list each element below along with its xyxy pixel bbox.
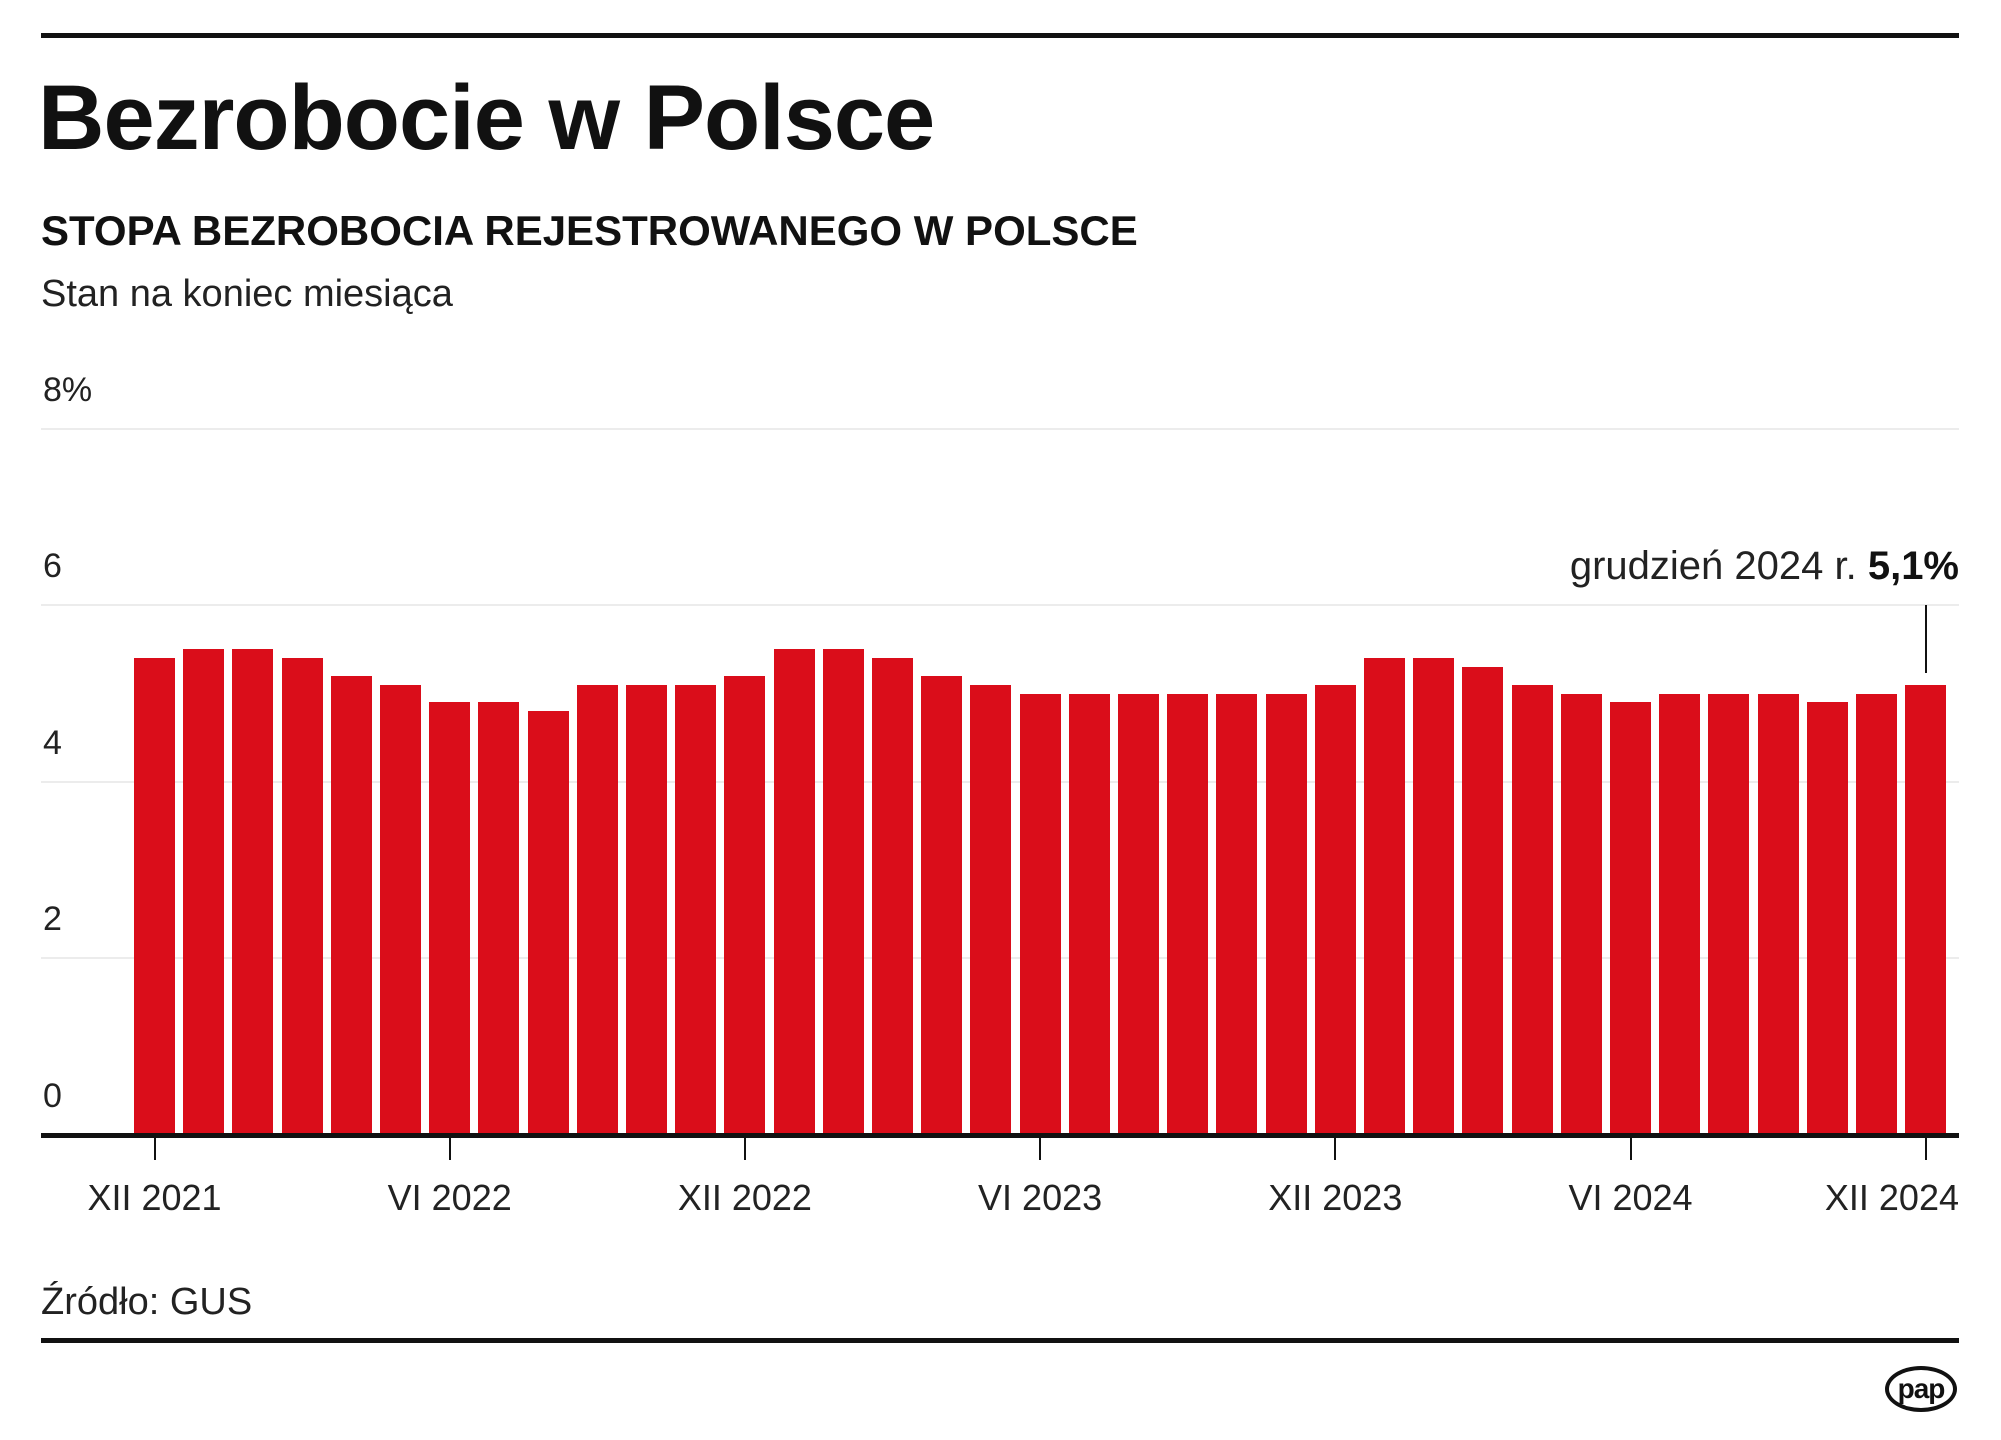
bar bbox=[527, 711, 569, 1135]
bar bbox=[675, 684, 717, 1135]
bar bbox=[576, 684, 618, 1135]
bar bbox=[330, 675, 372, 1135]
bar bbox=[380, 684, 421, 1135]
bar bbox=[1806, 702, 1848, 1135]
bar bbox=[1757, 693, 1799, 1135]
bar bbox=[1905, 684, 1947, 1135]
x-axis-label: XII 2021 bbox=[87, 1177, 222, 1218]
bar bbox=[724, 675, 766, 1135]
bar bbox=[1167, 693, 1209, 1135]
bar bbox=[1708, 693, 1750, 1135]
source-note: Źródło: GUS bbox=[41, 1281, 253, 1323]
bar bbox=[1118, 693, 1159, 1135]
bar bbox=[626, 684, 667, 1135]
x-axis-label: VI 2022 bbox=[387, 1177, 512, 1218]
bar bbox=[183, 649, 225, 1135]
bar bbox=[1068, 693, 1110, 1135]
bar bbox=[134, 658, 175, 1135]
bar bbox=[478, 702, 520, 1135]
bar bbox=[1314, 684, 1356, 1135]
gridline bbox=[41, 604, 1959, 607]
x-axis-tick bbox=[448, 1138, 451, 1160]
x-axis-label: XII 2023 bbox=[1268, 1177, 1403, 1218]
bar bbox=[921, 675, 963, 1135]
x-axis-label: XII 2024 bbox=[1824, 1177, 1959, 1218]
pap-logo-icon: pap bbox=[1885, 1366, 1957, 1412]
y-axis-label: 0 bbox=[43, 1077, 62, 1115]
x-axis-label: VI 2024 bbox=[1568, 1177, 1693, 1218]
bar bbox=[1462, 667, 1504, 1135]
annotation-value: 5,1% bbox=[1867, 544, 1959, 588]
y-axis-label: 2 bbox=[43, 900, 62, 939]
gridline bbox=[41, 427, 1959, 430]
bar bbox=[232, 649, 274, 1135]
bottom-rule bbox=[41, 1338, 1959, 1343]
bar bbox=[1610, 702, 1651, 1135]
x-axis-tick bbox=[1629, 1138, 1632, 1160]
y-axis-label: 6 bbox=[43, 547, 62, 586]
bar bbox=[1265, 693, 1307, 1135]
bar bbox=[822, 649, 864, 1135]
chart-subtitle: STOPA BEZROBOCIA REJESTROWANEGO W POLSCE bbox=[41, 207, 1138, 254]
x-axis-tick bbox=[153, 1138, 156, 1160]
bar bbox=[1413, 658, 1455, 1135]
x-axis-label: XII 2022 bbox=[677, 1177, 812, 1218]
y-axis-label: 8% bbox=[43, 370, 93, 409]
chart-title: Bezrobocie w Polsce bbox=[38, 67, 935, 169]
bar bbox=[429, 702, 471, 1135]
y-axis-label: 4 bbox=[43, 723, 62, 762]
chart-note: Stan na koniec miesiąca bbox=[41, 273, 453, 315]
bar bbox=[872, 658, 913, 1135]
bar bbox=[773, 649, 815, 1135]
top-rule bbox=[41, 33, 1959, 38]
annotation-label: grudzień 2024 r. bbox=[1569, 544, 1857, 588]
bar bbox=[1856, 693, 1897, 1135]
last-value-annotation: grudzień 2024 r. 5,1% bbox=[1570, 546, 1959, 586]
bar bbox=[1364, 658, 1405, 1135]
bar bbox=[1216, 693, 1258, 1135]
x-axis-tick bbox=[1334, 1138, 1337, 1160]
bar bbox=[1019, 693, 1061, 1135]
x-axis-line bbox=[41, 1133, 1959, 1138]
bar bbox=[1560, 693, 1602, 1135]
x-axis-label: VI 2023 bbox=[978, 1177, 1103, 1218]
x-axis-tick bbox=[1039, 1138, 1042, 1160]
x-axis-tick bbox=[743, 1138, 746, 1160]
bar bbox=[281, 658, 323, 1135]
bar bbox=[1511, 684, 1553, 1135]
bar bbox=[1659, 693, 1701, 1135]
bar bbox=[970, 684, 1012, 1135]
x-axis-tick bbox=[1924, 1138, 1927, 1160]
annotation-leader-line bbox=[1924, 605, 1927, 673]
